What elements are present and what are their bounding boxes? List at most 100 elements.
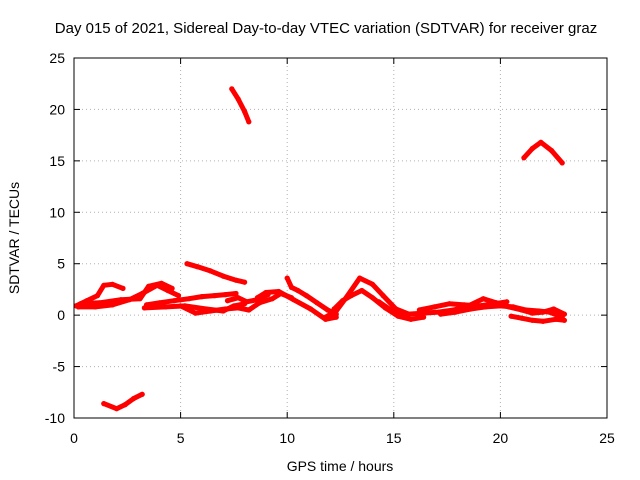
x-tick-label: 20 <box>493 430 509 446</box>
plot-frame <box>73 57 608 419</box>
series-line <box>229 86 252 125</box>
x-tick-label: 10 <box>279 430 295 446</box>
data-point <box>254 295 260 301</box>
data-point <box>131 395 137 402</box>
data-point <box>284 275 290 281</box>
data-point <box>97 300 103 306</box>
y-tick-label: 20 <box>49 101 65 117</box>
data-point <box>235 295 241 301</box>
data-point <box>540 309 546 315</box>
series-track-3 <box>521 139 565 166</box>
data-point <box>391 309 397 315</box>
data-point <box>331 306 337 312</box>
data-point <box>508 313 514 319</box>
x-tick-label: 25 <box>599 430 615 446</box>
data-point <box>175 293 182 299</box>
data-point <box>263 289 269 296</box>
y-axis-label: SDTVAR / TECUs <box>6 182 22 294</box>
data-point <box>158 280 164 286</box>
data-point <box>269 296 275 302</box>
data-point <box>519 307 525 313</box>
data-point <box>235 305 241 311</box>
data-point <box>453 309 459 315</box>
data-point <box>109 281 115 287</box>
data-point <box>416 307 422 313</box>
axis-ticks: 0 5 10 15 20 25 -10 -5 0 5 10 15 20 25 <box>45 50 615 446</box>
data-point <box>184 261 190 267</box>
data-point <box>438 311 444 317</box>
data-point <box>519 315 525 321</box>
data-point <box>314 300 320 306</box>
data-point <box>468 306 474 312</box>
grid-lines <box>74 58 607 418</box>
data-point <box>561 311 568 317</box>
y-tick-label: 25 <box>49 50 65 66</box>
data-point <box>303 293 309 299</box>
data-point <box>340 298 346 304</box>
data-point <box>137 296 143 302</box>
data-point <box>376 299 382 305</box>
data-point <box>308 306 314 312</box>
data-point <box>506 304 512 310</box>
data-point <box>276 288 282 295</box>
data-point <box>504 299 510 305</box>
series-track-19 <box>493 300 568 317</box>
data-point <box>235 96 241 102</box>
data-point <box>186 296 192 302</box>
data-point <box>482 304 489 310</box>
data-point <box>323 314 329 320</box>
data-point <box>178 303 184 309</box>
y-tick-label: 0 <box>57 307 65 323</box>
data-point <box>114 406 120 412</box>
y-tick-label: 10 <box>49 204 65 220</box>
series-line <box>178 291 294 316</box>
data-point <box>246 307 252 313</box>
series-track-20 <box>508 313 568 324</box>
data-point <box>408 316 414 322</box>
data-point <box>369 281 376 287</box>
data-point <box>156 300 162 306</box>
chart-title: Day 015 of 2021, Sidereal Day-to-day VTE… <box>55 20 597 37</box>
x-tick-label: 5 <box>177 430 185 446</box>
data-point <box>561 317 568 323</box>
data-point <box>212 293 218 299</box>
data-point <box>192 310 199 316</box>
data-point <box>521 155 527 161</box>
data-point <box>233 290 239 297</box>
x-tick-label: 15 <box>386 430 402 446</box>
data-point <box>195 264 201 270</box>
data-point <box>421 314 427 320</box>
data-point <box>101 401 107 407</box>
data-point <box>288 284 295 290</box>
series-track-2 <box>229 86 252 125</box>
data-point <box>244 299 250 305</box>
data-point <box>233 277 239 283</box>
data-point <box>222 292 228 298</box>
series-line <box>101 391 145 412</box>
data-point <box>207 308 213 314</box>
data-point <box>295 287 301 294</box>
data-point <box>529 145 536 152</box>
data-point <box>122 402 128 408</box>
data-point <box>246 119 252 125</box>
data-point <box>229 86 235 92</box>
data-point <box>291 297 297 303</box>
data-point <box>551 306 557 312</box>
y-tick-label: -10 <box>45 410 65 426</box>
data-point <box>207 268 213 274</box>
data-point <box>242 108 248 115</box>
data-point <box>77 301 83 307</box>
data-point <box>493 300 499 306</box>
data-point <box>446 301 452 307</box>
data-point <box>222 306 228 312</box>
data-point <box>94 293 101 299</box>
data-point <box>369 295 376 301</box>
data-point <box>549 148 555 154</box>
data-point <box>380 293 386 299</box>
data-point <box>357 275 363 281</box>
data-point <box>220 273 226 279</box>
data-point <box>169 285 175 291</box>
y-tick-label: 15 <box>49 153 65 169</box>
x-axis-label: GPS time / hours <box>287 458 394 474</box>
